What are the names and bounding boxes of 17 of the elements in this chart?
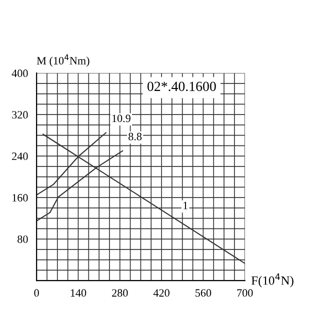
x-tick-label: 0 xyxy=(34,289,39,297)
y-tick-label: 320 xyxy=(12,111,28,119)
x-tick-label: 140 xyxy=(70,289,86,297)
chart-title: 02*.40.1600 xyxy=(147,82,216,92)
x-axis-title: F(10$^{4}$N) xyxy=(251,274,294,288)
annotation: 10.9 xyxy=(112,114,130,122)
y-tick-label: 400 xyxy=(12,70,28,78)
x-tick-label: 700 xyxy=(237,289,253,297)
y-tick-label: 80 xyxy=(18,236,28,243)
y-tick-label: 240 xyxy=(12,152,28,160)
y-axis-title: M (10$^{4}$Nm) xyxy=(36,54,90,67)
annotation: 8.8 xyxy=(128,132,142,140)
x-tick-label: 420 xyxy=(153,289,170,297)
annotation: 1 xyxy=(184,202,188,210)
x-tick-label: 560 xyxy=(196,289,212,297)
y-tick-label: 160 xyxy=(12,194,28,202)
x-tick-label: 280 xyxy=(112,289,128,297)
